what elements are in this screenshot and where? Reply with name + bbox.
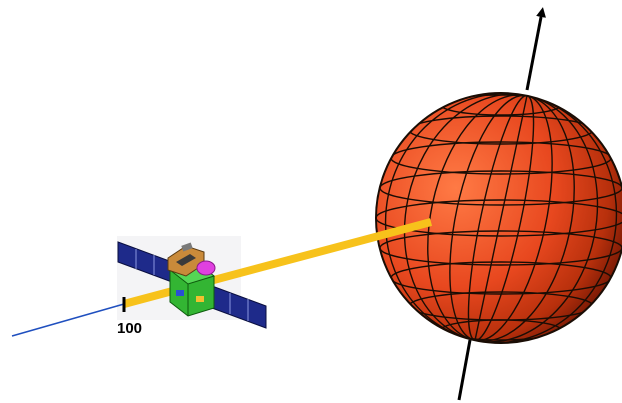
trajectory-marker-label: 100 bbox=[117, 320, 143, 337]
solar-panel-right-icon bbox=[211, 285, 267, 329]
trajectory-line bbox=[11, 303, 125, 337]
antenna-icon bbox=[196, 260, 216, 276]
planet-spin-axis-lower bbox=[457, 339, 472, 401]
instrument-block-icon bbox=[167, 242, 205, 277]
planet-spin-axis-upper bbox=[525, 7, 546, 91]
planet-sphere bbox=[375, 92, 622, 344]
spacecraft bbox=[117, 241, 267, 329]
